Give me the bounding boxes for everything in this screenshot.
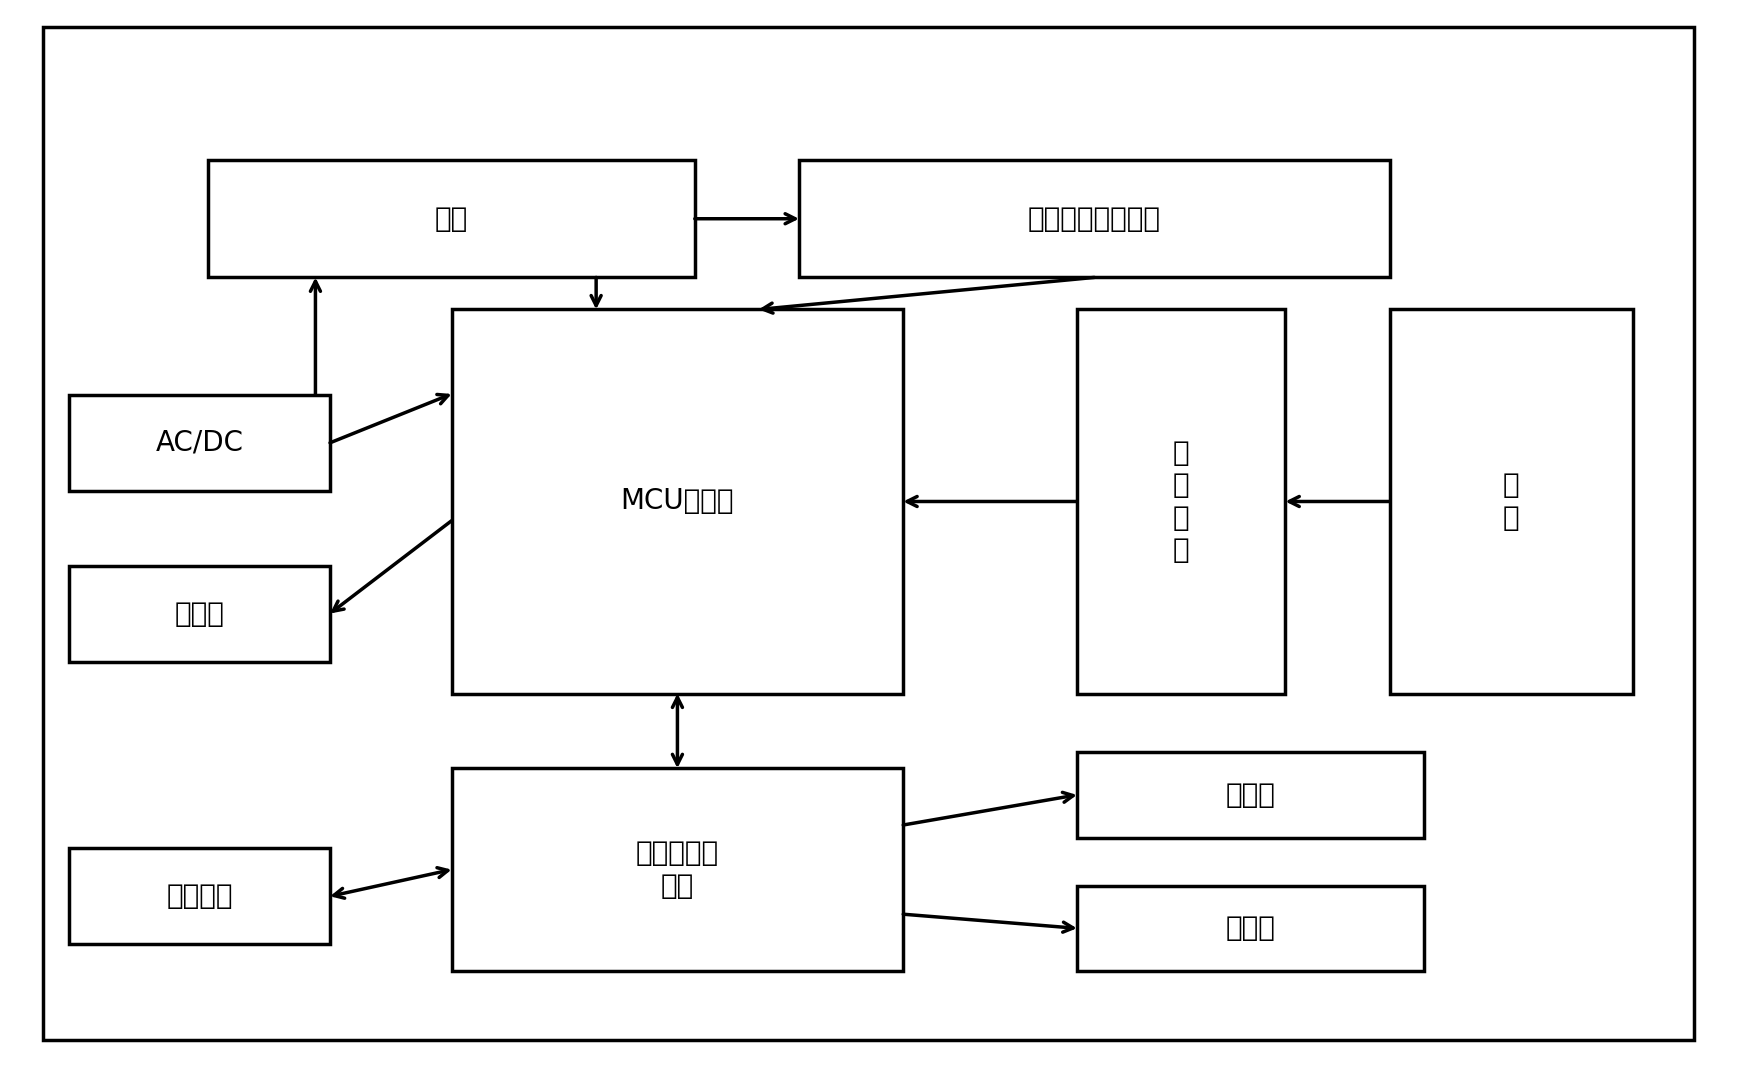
Text: 电池: 电池 (434, 205, 469, 233)
Bar (69, 395, 330, 491)
Text: 接
口
电
路: 接 口 电 路 (1172, 439, 1190, 564)
Bar (452, 309, 903, 694)
Text: 存储芯片: 存储芯片 (167, 882, 233, 910)
Text: 按
键: 按 键 (1503, 472, 1520, 531)
Bar (1077, 309, 1285, 694)
Text: 继电器: 继电器 (1226, 781, 1275, 809)
Bar (452, 768, 903, 971)
Bar (1390, 309, 1633, 694)
Text: AC/DC: AC/DC (156, 429, 243, 457)
Text: 液晶屏: 液晶屏 (175, 600, 224, 627)
Bar (1077, 752, 1424, 838)
Bar (799, 160, 1390, 277)
Text: 电池电压监控电路: 电池电压监控电路 (1028, 205, 1160, 233)
Text: 继电器控制
电路: 继电器控制 电路 (636, 840, 719, 899)
Bar (208, 160, 695, 277)
Text: MCU控制器: MCU控制器 (620, 488, 735, 515)
Text: 继电器: 继电器 (1226, 914, 1275, 942)
Bar (69, 848, 330, 944)
Bar (69, 566, 330, 662)
Bar (1077, 886, 1424, 971)
